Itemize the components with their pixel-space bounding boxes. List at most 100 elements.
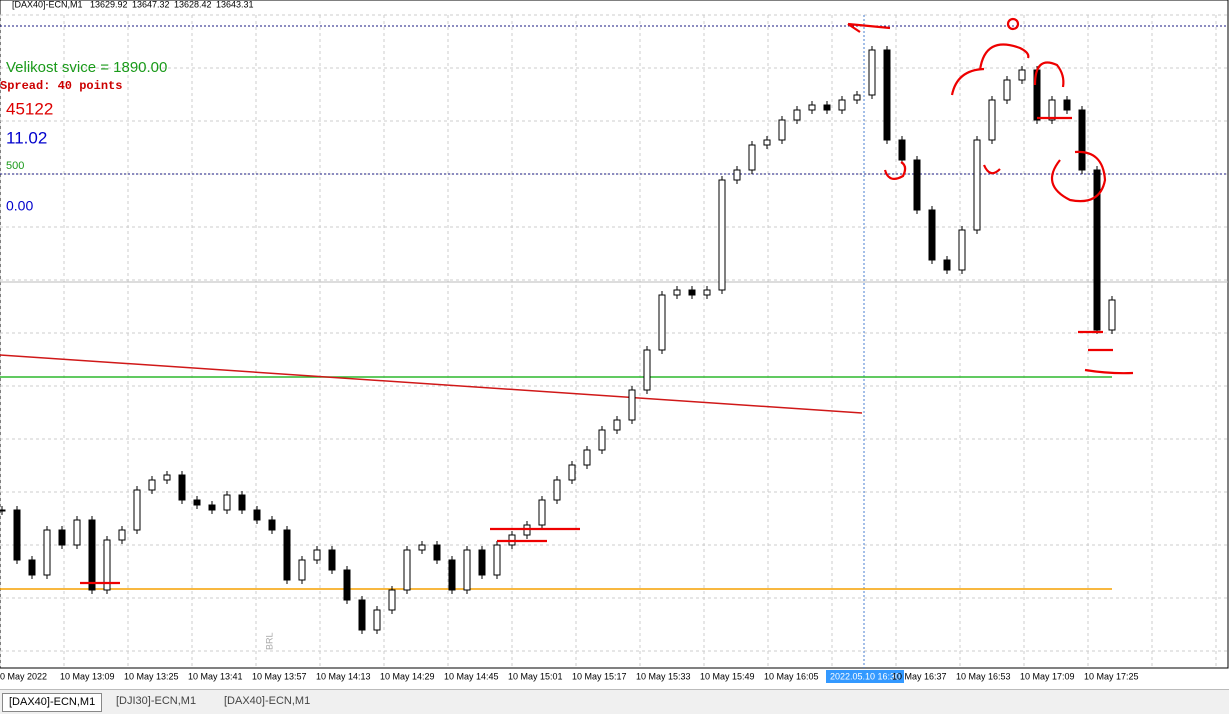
candle [0,509,6,512]
candle [613,419,621,431]
x-tick-label: 10 May 14:45 [444,671,499,681]
x-tick-label: 10 May 13:09 [60,671,115,681]
candle [808,104,816,111]
candle [463,549,471,591]
candle [928,209,936,261]
trend-line [0,354,863,414]
x-tick-label: 0 May 2022 [0,671,47,681]
candle [343,569,351,601]
candle [403,549,411,591]
candle [778,119,786,141]
x-tick-label: 10 May 13:57 [252,671,307,681]
value-blue: 11.02 [6,128,47,147]
x-tick-label: 10 May 17:25 [1084,671,1139,681]
header-close: 13643.31 [216,0,254,9]
candle [793,109,801,121]
candle [823,104,831,111]
candle [973,139,981,231]
header-open: 13629.92 [90,0,128,9]
annotations [80,17,1134,585]
candle [238,494,246,511]
candle [283,529,291,581]
x-tick-label: 10 May 16:05 [764,671,819,681]
candle [163,474,171,481]
x-tick-label: 10 May 17:09 [1020,671,1075,681]
candle [628,389,636,421]
x-tick-label: 10 May 14:29 [380,671,435,681]
candle [838,99,846,111]
candle [1018,69,1026,81]
tab[interactable]: [DAX40]-ECN,M1 [224,695,311,707]
candle [13,509,21,561]
candle [388,589,396,611]
candle [73,519,81,546]
x-tick-label: 10 May 15:01 [508,671,563,681]
candle [448,559,456,591]
x-tick-label: 10 May 13:25 [124,671,179,681]
x-tick-label: 10 May 14:13 [316,671,371,681]
candle [643,349,651,391]
candle [898,139,906,161]
candle [538,499,546,526]
candle [43,529,51,576]
candle [418,544,426,551]
candle [373,609,381,631]
candle [1093,169,1101,331]
candle [268,519,276,531]
candle [103,539,111,591]
candle [568,464,576,481]
candle [208,504,216,511]
candle [988,99,996,141]
candle [883,49,891,141]
x-highlight [826,670,904,683]
watermark: BRL [264,632,274,650]
candle [493,544,501,576]
candle [733,169,741,181]
candle [193,499,201,506]
candle [328,549,336,571]
tab-bar: [DAX40]-ECN,M1 [DJI30]-ECN,M1 [DAX40]-ECN,… [0,689,1229,714]
candle [433,544,441,561]
x-tick-label: 10 May 15:17 [572,671,627,681]
candle [748,144,756,171]
x-tick-label: 10 May 16:53 [956,671,1011,681]
spread: Spread: 40 points [0,79,122,93]
candle [553,479,561,501]
x-tick-label: 10 May 15:33 [636,671,691,681]
x-tick-label: 10 May 15:49 [700,671,755,681]
level-label: 500 [6,160,24,172]
candle [28,559,36,576]
header-low: 13628.42 [174,0,212,9]
candle [178,474,186,501]
candle [673,289,681,296]
tab[interactable]: [DJI30]-ECN,M1 [116,695,197,707]
candle [1078,109,1086,171]
candle [583,449,591,466]
candle [148,479,156,491]
value-zero: 0.00 [6,198,33,214]
counter: 45122 [6,99,53,118]
header-symbol: [DAX40]-ECN,M1 [12,0,83,9]
candle [118,529,126,541]
candle [703,289,711,296]
candle [1063,99,1071,111]
candle [253,509,261,521]
candle-size: Velikost svice = 1890.00 [6,59,167,76]
candle [958,229,966,271]
tab[interactable]: [DAX40]-ECN,M1 [2,693,103,712]
header-high: 13647.32 [132,0,170,9]
candle [133,489,141,531]
x-tick-label: 10 May 16:37 [892,671,947,681]
candle [868,49,876,96]
candle [943,259,951,271]
candle [88,519,96,591]
x-tick-label: 10 May 13:41 [188,671,243,681]
candle [598,429,606,451]
candle [1108,299,1116,331]
candle [223,494,231,511]
chart-frame [0,0,1229,669]
candle [718,179,726,291]
x-tick-label: 2022.05.10 16:30 [830,671,900,681]
candle [913,159,921,211]
